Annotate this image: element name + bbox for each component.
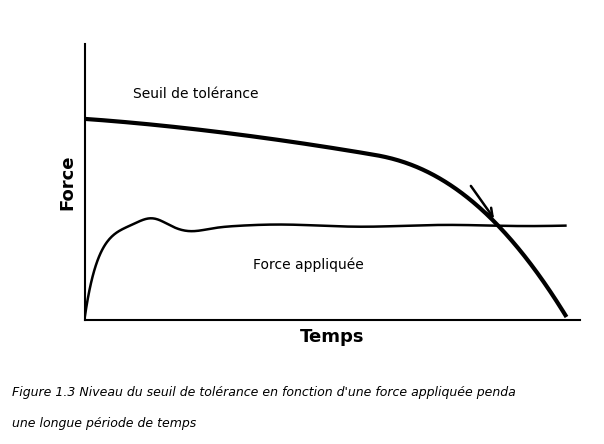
Text: Force appliquée: Force appliquée — [253, 258, 364, 273]
Text: Seuil de tolérance: Seuil de tolérance — [133, 87, 258, 101]
Text: une longue période de temps: une longue période de temps — [12, 417, 196, 430]
X-axis label: Temps: Temps — [300, 328, 364, 346]
Text: Figure 1.3 Niveau du seuil de tolérance en fonction d'une force appliquée penda: Figure 1.3 Niveau du seuil de tolérance … — [12, 386, 516, 399]
Y-axis label: Force: Force — [58, 155, 76, 210]
